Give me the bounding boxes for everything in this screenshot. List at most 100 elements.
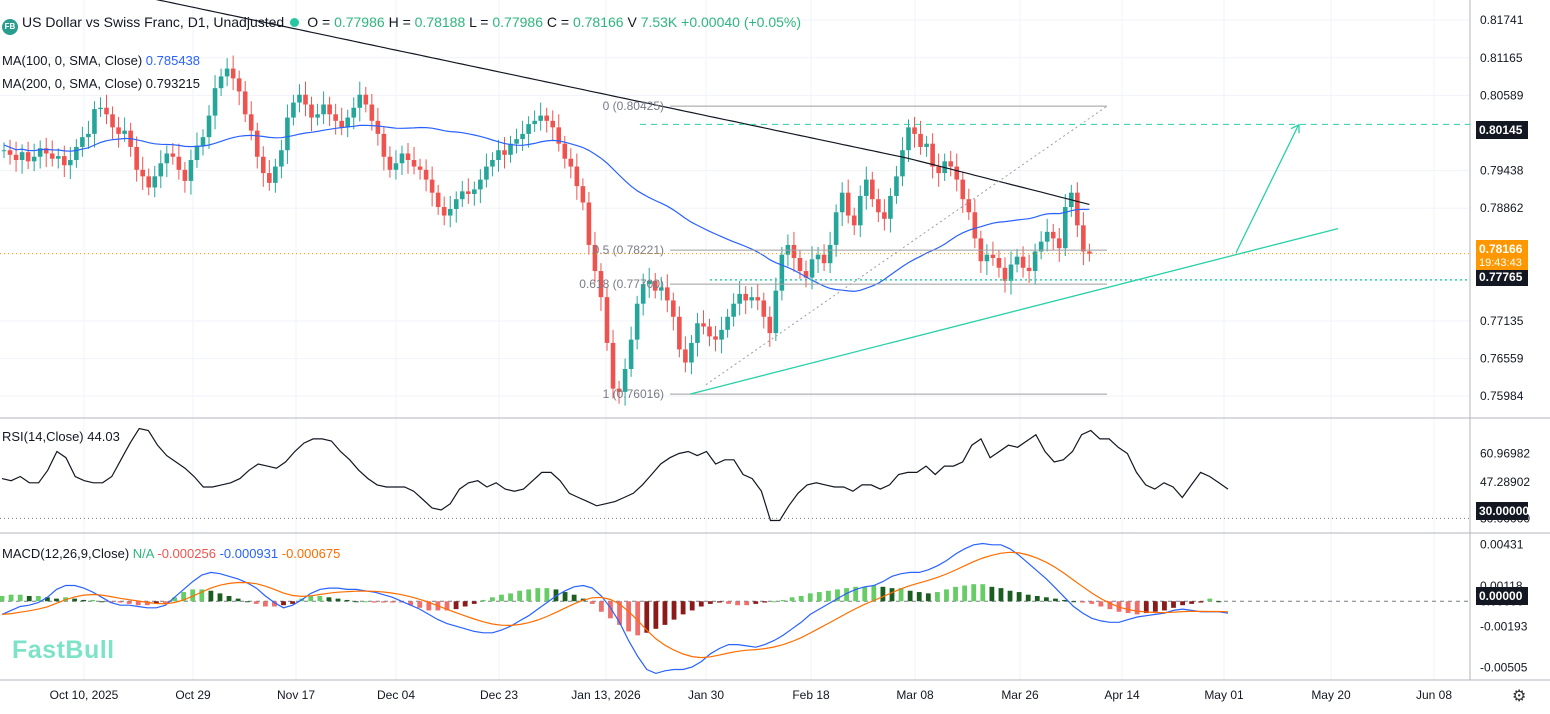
macd-histogram-bar — [190, 589, 196, 602]
candle-body — [194, 145, 200, 161]
macd-signal-line — [1, 551, 1229, 659]
candle-body — [49, 153, 55, 159]
candle-body — [550, 120, 556, 128]
candle-body — [797, 257, 803, 272]
candle-body — [260, 156, 266, 174]
candle-body — [713, 336, 718, 340]
candle-body — [677, 316, 682, 350]
macd-histogram-bar — [889, 588, 895, 602]
macd-histogram-bar — [290, 601, 296, 604]
macd-histogram-bar — [1152, 601, 1158, 612]
macd-histogram-bar — [826, 590, 831, 602]
macd-histogram-bar — [308, 596, 314, 602]
candle-body — [1038, 241, 1044, 252]
macd-histogram-bar — [1034, 596, 1040, 602]
ma100-line — [3, 124, 1090, 293]
time-axis-tick: Dec 04 — [377, 688, 415, 702]
fib-level-label: 1 (0.76016) — [603, 387, 664, 401]
macd-histogram-bar — [371, 601, 377, 603]
macd-histogram-bar — [707, 601, 713, 604]
macd-histogram-bar — [1089, 601, 1095, 604]
candle-body — [447, 209, 453, 216]
candle-body — [176, 156, 182, 170]
candle-body — [857, 195, 863, 226]
candle-body — [767, 316, 773, 334]
ma100-legend[interactable]: MA(100, 0, SMA, Close) 0.785438 — [2, 53, 200, 68]
macd-histogram-bar — [880, 586, 886, 602]
candle-body — [496, 150, 501, 161]
candle-body — [478, 179, 483, 190]
macd-histogram-bar — [544, 588, 550, 602]
macd-histogram-bar — [199, 589, 205, 602]
symbol-title: US Dollar vs Swiss Franc, D1, Unadjusted — [22, 14, 285, 30]
macd-hist-value: -0.000256 — [157, 546, 216, 561]
macd-legend[interactable]: MACD(12,26,9,Close) N/A -0.000256 -0.000… — [2, 546, 340, 561]
macd-histogram-bar — [217, 593, 223, 602]
candle-body — [441, 207, 447, 216]
candle-body — [1014, 256, 1020, 265]
macd-histogram-bar — [1198, 601, 1204, 603]
ohlc-label: L = — [469, 14, 493, 30]
rsi-legend[interactable]: RSI(14,Close) 44.03 — [2, 429, 120, 444]
ma200-legend[interactable]: MA(200, 0, SMA, Close) 0.793215 — [2, 76, 200, 91]
candle-body — [827, 244, 833, 264]
macd-histogram-bar — [153, 601, 159, 604]
macd-histogram-bar — [8, 594, 14, 602]
candle-body — [833, 212, 839, 245]
support-price-tag: 0.77765 — [1476, 270, 1528, 286]
market-open-dot — [290, 18, 300, 27]
candle-body — [375, 120, 381, 134]
candle-body — [152, 176, 158, 188]
macd-na: N/A — [132, 546, 154, 561]
macd-histogram-bar — [499, 594, 504, 602]
fib-level-label: 0 (0.80425) — [603, 99, 664, 113]
candle-body — [671, 300, 676, 317]
candle-body — [399, 153, 405, 164]
candle-body — [863, 179, 869, 196]
macd-histogram-bar — [753, 601, 759, 604]
ohlc-label: V — [627, 14, 641, 30]
macd-histogram-bar — [262, 601, 268, 607]
macd-histogram-bar — [644, 601, 650, 633]
trend-line — [689, 227, 1339, 395]
candle-body — [273, 166, 278, 183]
time-axis-tick: Mar 26 — [1001, 688, 1039, 702]
current-price-tag: 0.78166 19:43:43 — [1476, 240, 1528, 272]
candle-body — [55, 156, 61, 159]
gear-icon[interactable]: ⚙ — [1512, 688, 1527, 705]
candle-body — [230, 68, 236, 79]
candle-body — [990, 254, 996, 258]
macd-histogram-bar — [871, 585, 877, 602]
macd-signal-value: -0.000675 — [281, 546, 341, 561]
candle-body — [327, 104, 332, 115]
candle-body — [116, 127, 121, 134]
candle-body — [429, 179, 435, 193]
price-axis-tick: 0.77135 — [1480, 314, 1524, 328]
candle-body — [92, 109, 97, 134]
ma200-label: MA(200, 0, SMA, Close) — [2, 76, 143, 91]
macd-histogram-bar — [1125, 601, 1131, 614]
candle-body — [297, 94, 302, 103]
candle-body — [731, 303, 736, 317]
candle-body — [652, 280, 658, 291]
ohlc-value: 7.53K — [640, 14, 678, 30]
macd-histogram-bar — [1216, 601, 1222, 603]
candle-body — [532, 120, 537, 125]
macd-histogram-bar — [916, 592, 922, 602]
candle-body — [291, 102, 296, 118]
macd-histogram-bar — [45, 597, 50, 602]
candle-body — [743, 293, 748, 301]
macd-histogram-bar — [453, 601, 459, 610]
candle-body — [815, 254, 821, 260]
macd-histogram-bar — [344, 599, 350, 602]
macd-histogram-bar — [1171, 601, 1176, 608]
macd-zero-tag: 0.00000 — [1476, 587, 1528, 605]
macd-label: MACD(12,26,9,Close) — [2, 546, 130, 561]
candle-body — [267, 173, 272, 183]
rsi-level-tag: 30.00000 — [1476, 502, 1529, 520]
projection-arrowhead — [1290, 123, 1300, 134]
candle-body — [996, 257, 1002, 268]
macd-histogram-bar — [253, 601, 259, 604]
ohlc-label: O = — [307, 14, 335, 30]
